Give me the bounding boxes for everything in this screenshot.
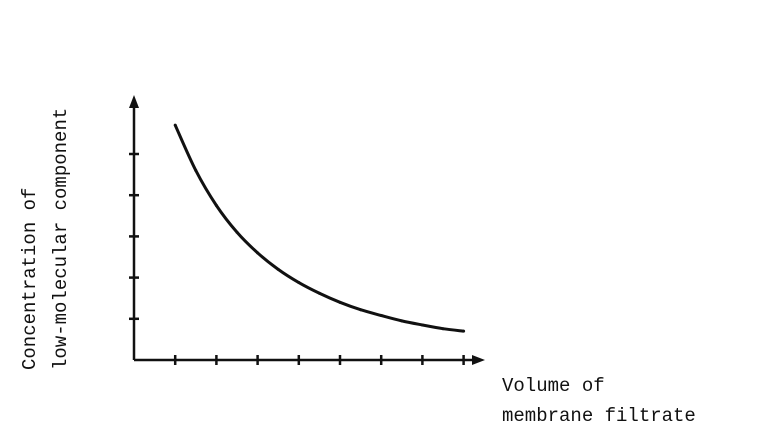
data-point <box>194 168 198 172</box>
data-point <box>214 204 218 207</box>
data-point <box>276 267 280 271</box>
data-point <box>317 291 321 295</box>
data-point <box>420 323 424 327</box>
y-ticks <box>129 152 139 321</box>
data-point <box>235 230 239 234</box>
data-point <box>462 329 466 333</box>
data-point <box>297 281 301 285</box>
data-point <box>256 251 260 255</box>
data-point <box>338 300 342 304</box>
x-axis-label-line-1: Volume of <box>502 375 605 397</box>
y-axis-arrow <box>129 95 139 108</box>
data-point <box>359 308 363 312</box>
y-axis-label-line-2: low-molecular component <box>50 108 72 370</box>
x-axis-label-line-2: membrane filtrate <box>502 405 696 427</box>
data-point <box>441 327 445 331</box>
x-axis-arrow <box>472 355 485 365</box>
data-point <box>379 314 383 318</box>
data-point <box>400 319 404 323</box>
y-axis <box>129 95 139 360</box>
series-line <box>173 124 464 333</box>
data-point <box>173 123 177 127</box>
x-ticks <box>173 355 465 365</box>
y-axis-label-line-1: Concentration of <box>19 188 41 370</box>
x-axis <box>134 355 485 365</box>
series-points <box>173 123 466 333</box>
